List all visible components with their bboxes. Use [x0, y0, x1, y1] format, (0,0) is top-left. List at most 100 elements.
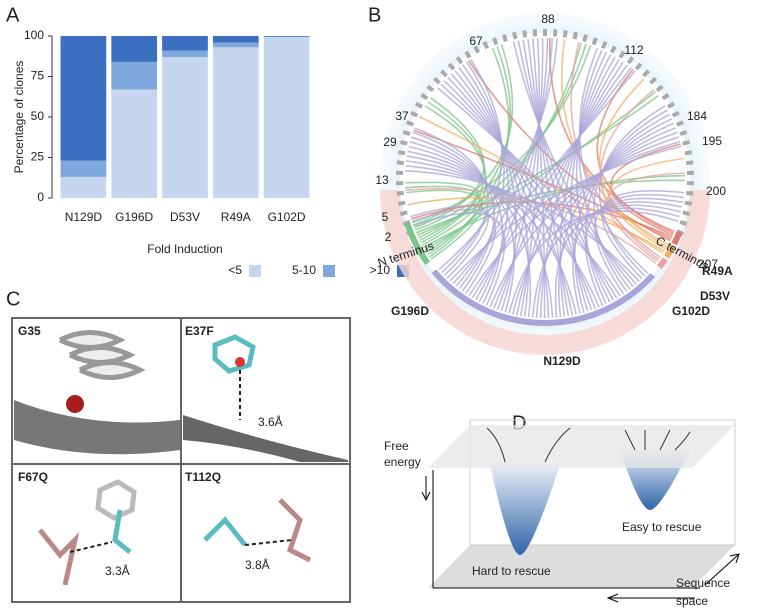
position-tick [682, 210, 691, 216]
bar-segment [212, 42, 259, 48]
residue [38, 528, 80, 586]
chord [414, 127, 489, 276]
chord [573, 118, 673, 313]
position-label: 2 [385, 230, 392, 244]
chord [539, 58, 620, 318]
mutant-label: R49A [702, 264, 733, 278]
position-tick [522, 30, 528, 38]
position-label: 29 [383, 135, 397, 149]
annotation: Hard to rescue [472, 564, 551, 578]
chord [462, 64, 510, 303]
chord [517, 40, 615, 301]
legend-title: Fold Induction [147, 242, 222, 256]
dna [183, 415, 348, 462]
chord [410, 136, 504, 304]
position-tick [447, 62, 456, 71]
escape-arrow [486, 427, 691, 463]
bar-segment [111, 36, 158, 62]
dna [14, 400, 180, 455]
chord [559, 56, 616, 317]
chord [532, 38, 546, 319]
halo-bottom [380, 190, 710, 355]
position-label: 195 [702, 134, 722, 148]
x-tick-label: G102D [268, 210, 306, 224]
position-tick [482, 41, 490, 50]
chord [585, 113, 671, 305]
mutant-arc [671, 231, 683, 246]
position-tick [440, 69, 448, 78]
chord [447, 76, 574, 316]
x-tick-label: D53V [170, 210, 200, 224]
residue [112, 509, 132, 554]
position-tick [414, 101, 424, 109]
structures: G35 E37F 3.6Å F67Q 3.3Å T112Q 3.8Å [11, 317, 351, 603]
x-tick-label: N129D [65, 210, 103, 224]
label-line: energy [384, 455, 421, 469]
chord [407, 150, 554, 318]
position-tick [684, 200, 693, 206]
panel-letter: B [368, 4, 381, 26]
position-tick [455, 56, 464, 65]
chord [554, 204, 682, 318]
chord [584, 197, 684, 306]
chord [468, 140, 681, 297]
position-tick [666, 101, 676, 109]
position-tick [426, 84, 435, 93]
distance: 3.3Å [105, 563, 130, 578]
bar-segment [263, 36, 310, 37]
residue [278, 498, 312, 563]
position-label: 200 [706, 184, 726, 198]
position-label: 37 [395, 109, 409, 123]
position-tick [642, 69, 650, 78]
energy-landscape: Free energy Easy to rescue Hard to rescue… [384, 419, 740, 608]
chord [578, 47, 649, 274]
position-tick [582, 34, 588, 43]
position-tick [396, 160, 404, 166]
chord [438, 38, 558, 271]
residue [95, 479, 137, 521]
atom [66, 395, 84, 413]
position-tick [679, 130, 688, 137]
position-tick [686, 160, 694, 166]
position-tick [502, 34, 508, 43]
position-tick [396, 190, 404, 196]
mutant-arc [404, 221, 431, 265]
position-tick [626, 56, 635, 65]
chord [531, 207, 680, 318]
bar-segment [162, 36, 208, 51]
mutant-arc [431, 269, 655, 326]
position-label: 207 [698, 257, 718, 271]
chord [512, 131, 678, 315]
bar-segment [212, 47, 259, 199]
chord [610, 143, 682, 236]
position-label: 184 [687, 109, 707, 123]
chord [489, 136, 680, 308]
distance: 3.6Å [258, 414, 283, 429]
chord [455, 38, 554, 287]
y-tick-label: 100 [24, 28, 44, 42]
position-tick [675, 229, 684, 236]
y-tick-label: 50 [31, 109, 45, 123]
arrow [421, 491, 431, 502]
mutant-arc [664, 244, 676, 259]
x-tick-label: G196D [115, 210, 153, 224]
position-tick [649, 76, 658, 85]
chord [519, 38, 541, 317]
chord [496, 38, 544, 311]
chord [418, 115, 664, 254]
mutant-label: G196D [391, 304, 429, 318]
position-tick [634, 62, 643, 71]
chord [475, 38, 549, 301]
chord [412, 131, 495, 292]
position-label: 67 [469, 34, 483, 48]
residue [212, 334, 256, 374]
mutant-arc [656, 257, 668, 270]
axis-label: Sequence space [676, 576, 730, 608]
bar-segment [111, 61, 158, 90]
chord [535, 127, 676, 318]
y-tick-label: 75 [31, 69, 45, 83]
chord [420, 101, 486, 244]
position-tick [679, 219, 688, 226]
